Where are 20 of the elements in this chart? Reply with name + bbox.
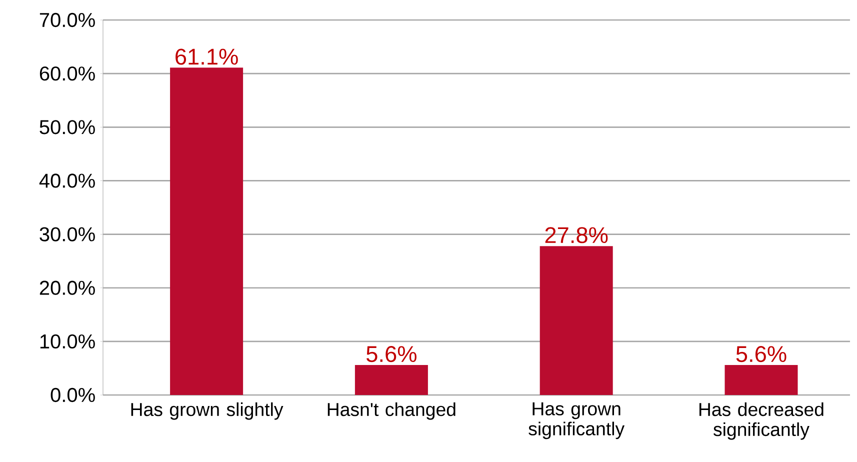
data-label: 61.1% xyxy=(176,48,238,65)
y-tick-label: 70.0% xyxy=(40,12,95,28)
y-tick-label: 0.0% xyxy=(50,388,95,402)
y-tick-label: 10.0% xyxy=(40,334,95,349)
bar xyxy=(540,246,613,395)
bar xyxy=(170,68,244,395)
data-label: 5.6% xyxy=(736,346,786,362)
bar xyxy=(724,365,798,395)
x-tick-label: Has grown significantly xyxy=(528,402,625,440)
bar xyxy=(354,365,428,395)
y-tick-label: 30.0% xyxy=(40,227,95,242)
x-tick-label: Hasn't changed xyxy=(328,402,456,420)
y-tick-label: 40.0% xyxy=(39,174,95,188)
x-tick-label: Has decreased significantly xyxy=(699,402,824,440)
data-label: 5.6% xyxy=(366,346,416,362)
y-tick-label: 50.0% xyxy=(40,120,95,134)
data-label: 27.8% xyxy=(545,227,608,244)
y-tick-label: 60.0% xyxy=(40,66,95,81)
x-tick-label: Has grown slightly xyxy=(131,402,284,420)
y-tick-label: 20.0% xyxy=(40,280,95,295)
